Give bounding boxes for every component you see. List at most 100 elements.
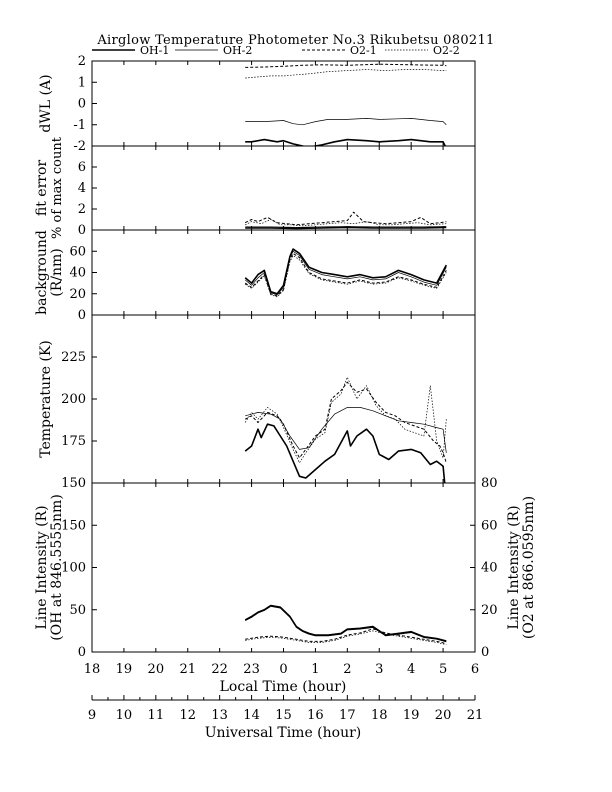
series-line-o2-2 xyxy=(245,219,447,227)
y-tick-label: 175 xyxy=(61,434,86,449)
series-line-o2-1 xyxy=(245,63,447,68)
universal-time-tick-label: 13 xyxy=(211,708,228,723)
legend-label-o2-1: O2-1 xyxy=(350,44,377,57)
y-tick-label: 1 xyxy=(78,75,86,90)
universal-time-tick-label: 18 xyxy=(371,708,388,723)
y-axis-label-intensity: (OH at 846.5555nm) xyxy=(49,494,65,641)
universal-time-tick-label: 21 xyxy=(467,708,484,723)
series-group-fit-error xyxy=(244,211,447,230)
series-line-oh-2 xyxy=(245,606,447,643)
universal-time-tick-label: 19 xyxy=(403,708,420,723)
series-line-oh-2 xyxy=(245,225,447,228)
legend-label-o2-2: O2-2 xyxy=(433,44,460,57)
local-time-tick-label: 22 xyxy=(211,662,228,677)
universal-time-tick-label: 20 xyxy=(435,708,452,723)
y-tick-label-right: 80 xyxy=(481,476,498,491)
y-axis-label-intensity: Line Intensity (R) xyxy=(34,505,50,629)
series-line-oh-2 xyxy=(245,118,447,126)
y-tick-label: 200 xyxy=(61,392,86,407)
series-line-o2-2 xyxy=(245,255,447,298)
y-tick-label: 2 xyxy=(78,202,86,217)
y-tick-label: 50 xyxy=(69,603,86,618)
panels: -2 -1 0 1 2 dWL (A) 0 2 4 6 fit error% of max coun… xyxy=(34,54,537,660)
y-tick-label: 6 xyxy=(78,160,86,175)
local-time-tick-label: 23 xyxy=(243,662,260,677)
legend-label-oh-2: OH-2 xyxy=(223,44,252,57)
y-tick-label: 100 xyxy=(61,561,86,576)
y-tick-label: -2 xyxy=(73,139,86,154)
universal-time-axis-label: Universal Time (hour) xyxy=(205,725,362,741)
series-line-o2-2 xyxy=(244,376,447,464)
y-axis-label-temperature: Temperature (K) xyxy=(38,340,54,458)
local-time-tick-label: 3 xyxy=(375,662,383,677)
universal-time-tick-label: 16 xyxy=(307,708,324,723)
series-group-temperature xyxy=(244,376,447,483)
series-line-o2-1 xyxy=(244,381,447,463)
y-tick-label: 0 xyxy=(78,223,86,238)
y-tick-label: 150 xyxy=(61,476,86,491)
local-time-tick-label: 5 xyxy=(439,662,447,677)
y-tick-label-right: 40 xyxy=(481,561,498,576)
y-tick-label: 20 xyxy=(69,287,86,302)
local-time-tick-label: 18 xyxy=(84,662,101,677)
y-tick-label: 40 xyxy=(69,266,86,281)
panel-frame-background xyxy=(91,229,476,316)
y-tick-label: 60 xyxy=(69,244,86,259)
local-time-tick-label: 4 xyxy=(407,662,415,677)
y-tick-label-right: 60 xyxy=(481,518,498,533)
local-time-tick-label: 1 xyxy=(311,662,319,677)
y-tick-label: 0 xyxy=(78,645,86,660)
series-group-intensity xyxy=(244,604,447,645)
y-axis-label-fit-error: % of max count xyxy=(50,136,65,239)
y-tick-label: 150 xyxy=(61,518,86,533)
y-tick-label-right: 0 xyxy=(481,645,489,660)
y-axis-label-background: (R/nm) xyxy=(49,248,65,296)
series-group-background xyxy=(244,248,448,298)
universal-time-tick-label: 15 xyxy=(275,708,292,723)
series-line-oh-2 xyxy=(245,407,447,453)
panel-temperature: 150 175 200 225 Temperature (K) xyxy=(38,314,476,491)
universal-time-tick-label: 9 xyxy=(88,708,96,723)
series-line-oh-1 xyxy=(244,604,447,642)
local-time-axis-label: Local Time (hour) xyxy=(220,679,347,695)
legend-label-oh-1: OH-1 xyxy=(140,44,169,57)
time-axes: Local Time (hour) Universal Time (hour) … xyxy=(84,662,484,741)
panel-frame-intensity xyxy=(91,482,476,653)
panel-frame-fit-error xyxy=(91,145,476,231)
local-time-tick-label: 19 xyxy=(116,662,133,677)
series-line-oh-1 xyxy=(244,248,448,295)
universal-time-tick-label: 11 xyxy=(148,708,165,723)
y-axis-label-fit-error: fit error xyxy=(34,160,50,217)
y-tick-label: 4 xyxy=(78,181,86,196)
y-tick-label-right: 20 xyxy=(481,603,498,618)
panel-frame-dwl xyxy=(91,60,476,147)
series-line-oh-2 xyxy=(244,250,447,296)
series-line-o2-1 xyxy=(244,252,447,297)
universal-time-tick-label: 10 xyxy=(116,708,133,723)
local-time-tick-label: 2 xyxy=(343,662,351,677)
chart-title: Airglow Temperature Photometer No.3 Riku… xyxy=(96,33,494,48)
panel-background: 0 20 40 60 background (R/nm) xyxy=(34,229,476,323)
y-axis-label-background: background xyxy=(34,230,50,315)
y-axis-label-dwl: dWL (A) xyxy=(38,74,54,132)
y-tick-label: 225 xyxy=(61,350,86,365)
local-time-tick-label: 6 xyxy=(471,662,479,677)
series-line-oh-1 xyxy=(245,226,447,230)
y-tick-label: -1 xyxy=(73,118,86,133)
panel-dwl: -2 -1 0 1 2 dWL (A) xyxy=(38,54,476,154)
y-tick-label: 0 xyxy=(78,308,86,323)
y-axis-label-right: (O2 at 866.0595nm) xyxy=(521,496,537,639)
series-line-o2-2 xyxy=(245,630,447,645)
universal-time-tick-label: 14 xyxy=(243,708,260,723)
series-line-oh-1 xyxy=(244,423,446,483)
series-line-o2-2 xyxy=(245,69,447,79)
y-tick-label: 2 xyxy=(78,54,86,69)
panel-frame-temperature xyxy=(91,314,476,484)
series-group-dwl xyxy=(245,63,447,146)
y-axis-label-right: Line Intensity (R) xyxy=(506,505,522,629)
local-time-tick-label: 21 xyxy=(179,662,196,677)
panel-fit-error: 0 2 4 6 fit error% of max count xyxy=(34,136,476,239)
